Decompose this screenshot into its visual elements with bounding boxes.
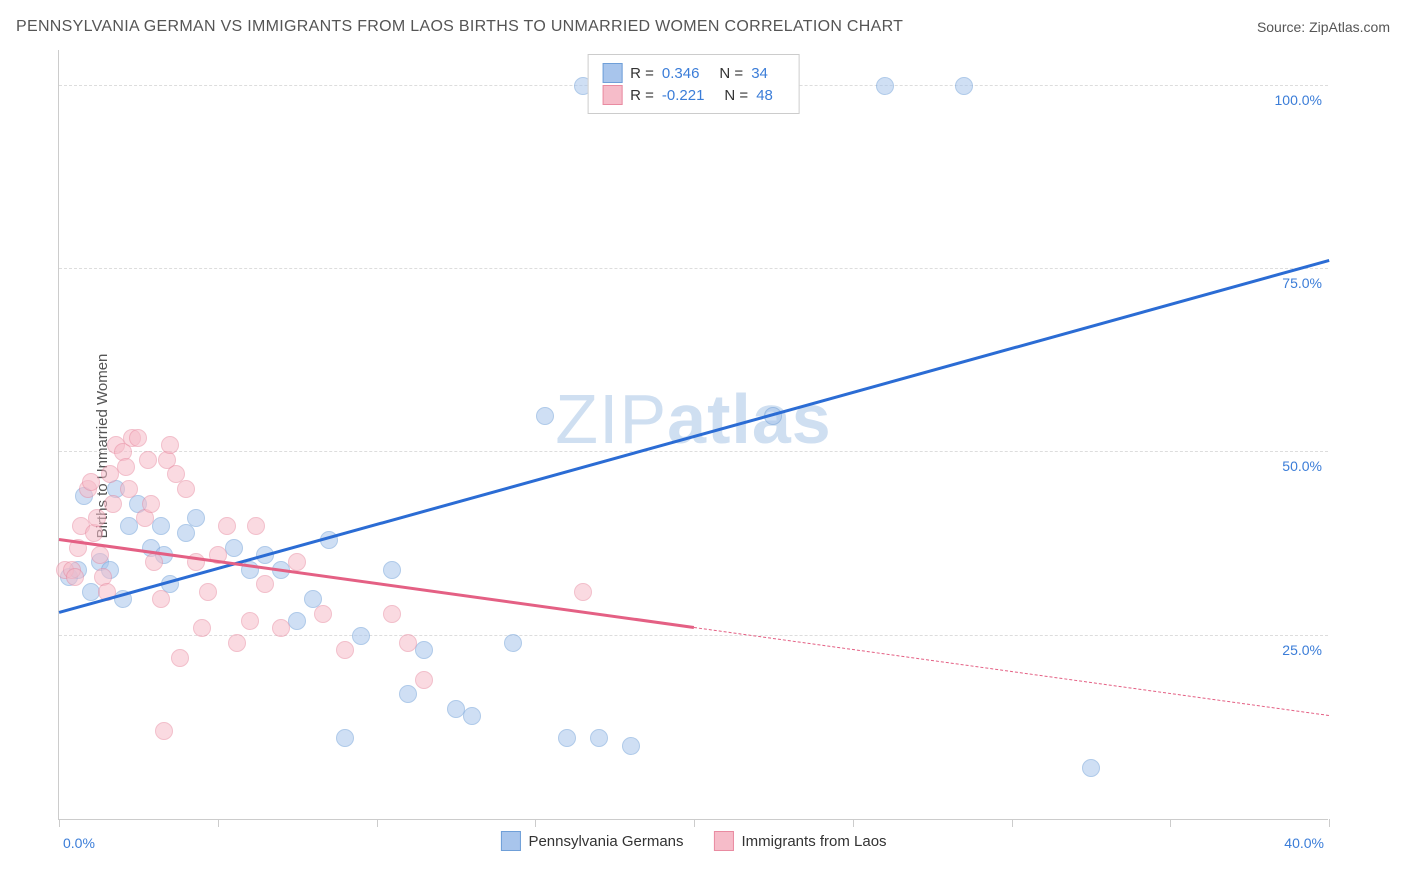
- x-tick: [59, 819, 60, 827]
- series-name: Pennsylvania Germans: [528, 833, 683, 850]
- legend-swatch: [500, 831, 520, 851]
- x-tick: [694, 819, 695, 827]
- r-value: -0.221: [662, 87, 705, 104]
- data-point-pink: [336, 641, 354, 659]
- data-point-blue: [1082, 759, 1100, 777]
- trendline: [59, 259, 1330, 613]
- data-point-pink: [142, 495, 160, 513]
- data-point-pink: [152, 590, 170, 608]
- data-point-pink: [129, 429, 147, 447]
- data-point-blue: [955, 77, 973, 95]
- data-point-blue: [152, 517, 170, 535]
- data-point-pink: [415, 671, 433, 689]
- x-tick: [218, 819, 219, 827]
- data-point-pink: [171, 649, 189, 667]
- data-point-blue: [187, 509, 205, 527]
- data-point-blue: [383, 561, 401, 579]
- data-point-pink: [272, 619, 290, 637]
- x-tick-label: 40.0%: [1284, 835, 1324, 851]
- data-point-blue: [415, 641, 433, 659]
- n-label: N =: [724, 87, 748, 104]
- legend-swatch: [714, 831, 734, 851]
- data-point-pink: [155, 722, 173, 740]
- watermark: ZIPatlas: [555, 379, 831, 459]
- x-tick-label: 0.0%: [63, 835, 95, 851]
- series-legend-item-blue: Pennsylvania Germans: [500, 831, 683, 851]
- x-tick: [377, 819, 378, 827]
- data-point-blue: [622, 737, 640, 755]
- x-tick: [1170, 819, 1171, 827]
- data-point-pink: [574, 583, 592, 601]
- data-point-pink: [104, 495, 122, 513]
- data-point-pink: [314, 605, 332, 623]
- y-tick-label: 50.0%: [1282, 458, 1322, 474]
- data-point-pink: [88, 509, 106, 527]
- data-point-pink: [199, 583, 217, 601]
- data-point-pink: [383, 605, 401, 623]
- data-point-blue: [225, 539, 243, 557]
- n-label: N =: [719, 65, 743, 82]
- data-point-pink: [145, 553, 163, 571]
- correlation-legend-row-pink: R = -0.221 N = 48: [602, 85, 785, 105]
- data-point-blue: [336, 729, 354, 747]
- correlation-legend: R =0.346N =34R =-0.221N =48: [587, 54, 800, 114]
- data-point-pink: [139, 451, 157, 469]
- data-point-blue: [352, 627, 370, 645]
- x-tick: [853, 819, 854, 827]
- series-legend-item-pink: Immigrants from Laos: [714, 831, 887, 851]
- data-point-pink: [120, 480, 138, 498]
- series-name: Immigrants from Laos: [742, 833, 887, 850]
- data-point-pink: [399, 634, 417, 652]
- y-tick-label: 100.0%: [1275, 92, 1322, 108]
- correlation-legend-row-blue: R = 0.346 N = 34: [602, 63, 785, 83]
- x-tick: [535, 819, 536, 827]
- gridline-h: [59, 268, 1328, 269]
- data-point-pink: [241, 612, 259, 630]
- r-label: R =: [630, 87, 654, 104]
- data-point-pink: [193, 619, 211, 637]
- source-label: Source:: [1257, 19, 1309, 35]
- data-point-blue: [590, 729, 608, 747]
- r-label: R =: [630, 65, 654, 82]
- data-point-pink: [117, 458, 135, 476]
- data-point-pink: [247, 517, 265, 535]
- trendline: [59, 538, 694, 628]
- data-point-blue: [504, 634, 522, 652]
- data-point-blue: [399, 685, 417, 703]
- legend-swatch: [602, 63, 622, 83]
- data-point-pink: [228, 634, 246, 652]
- data-point-pink: [177, 480, 195, 498]
- y-tick-label: 75.0%: [1282, 275, 1322, 291]
- chart-title: PENNSYLVANIA GERMAN VS IMMIGRANTS FROM L…: [16, 18, 903, 36]
- scatter-plot-area: ZIPatlas R =0.346N =34R =-0.221N =48 Pen…: [58, 50, 1328, 820]
- data-point-pink: [161, 436, 179, 454]
- data-point-pink: [66, 568, 84, 586]
- data-point-pink: [82, 473, 100, 491]
- source-value: ZipAtlas.com: [1309, 19, 1390, 35]
- gridline-h: [59, 635, 1328, 636]
- data-point-blue: [558, 729, 576, 747]
- data-point-blue: [536, 407, 554, 425]
- legend-swatch: [602, 85, 622, 105]
- r-value: 0.346: [662, 65, 700, 82]
- y-tick-label: 25.0%: [1282, 642, 1322, 658]
- source-attribution: Source: ZipAtlas.com: [1257, 19, 1390, 35]
- series-legend: Pennsylvania Germans Immigrants from Laos: [500, 831, 886, 851]
- data-point-pink: [256, 575, 274, 593]
- data-point-pink: [288, 553, 306, 571]
- n-value: 34: [751, 65, 768, 82]
- data-point-blue: [463, 707, 481, 725]
- x-tick: [1329, 819, 1330, 827]
- data-point-pink: [91, 546, 109, 564]
- data-point-pink: [218, 517, 236, 535]
- data-point-blue: [876, 77, 894, 95]
- n-value: 48: [756, 87, 773, 104]
- data-point-blue: [288, 612, 306, 630]
- trendline-dashed: [694, 627, 1329, 716]
- gridline-h: [59, 451, 1328, 452]
- x-tick: [1012, 819, 1013, 827]
